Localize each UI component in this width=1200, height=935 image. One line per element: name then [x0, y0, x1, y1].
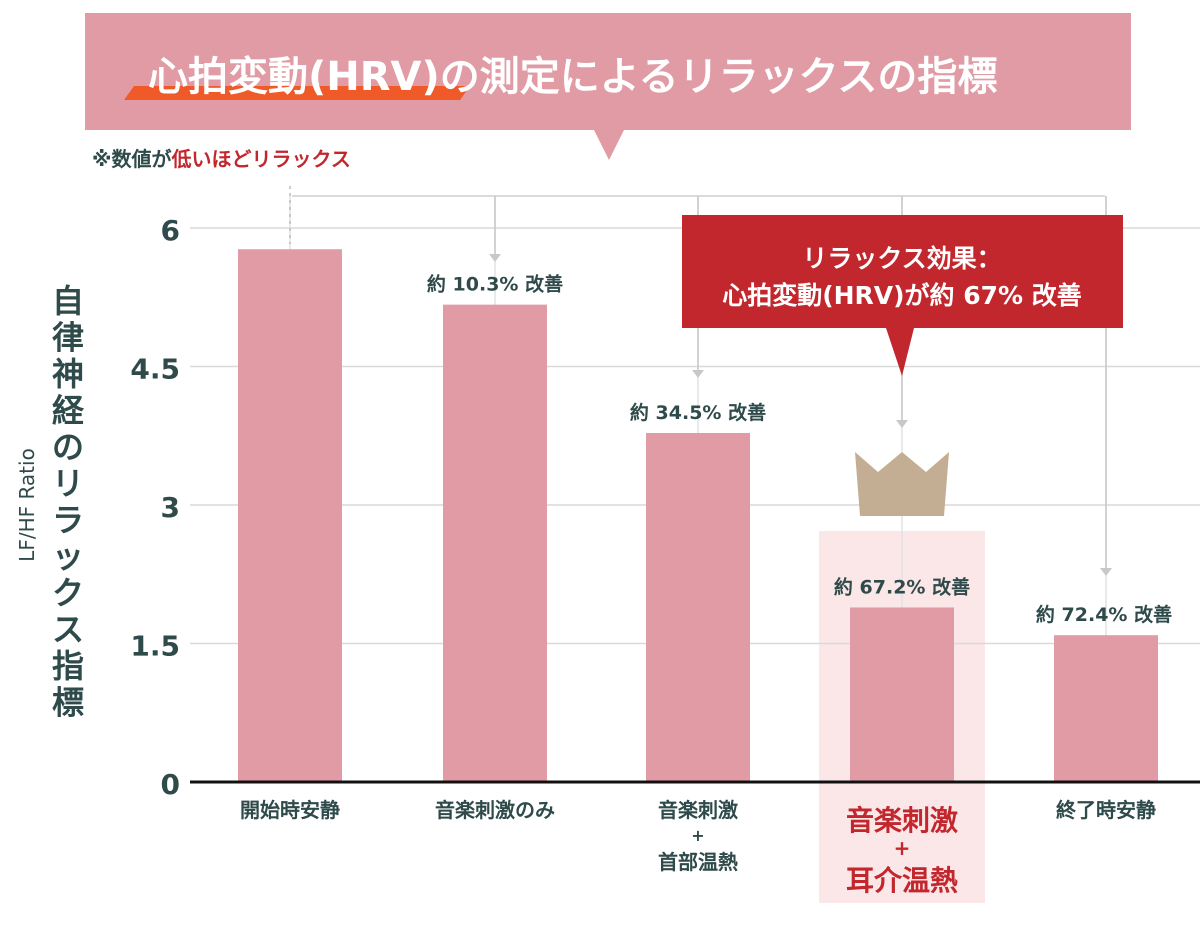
title-underline — [124, 86, 470, 100]
data-label: 約 34.5% 改善 — [630, 401, 766, 424]
data-label: 約 10.3% 改善 — [427, 273, 563, 296]
title-band — [85, 13, 1131, 130]
note-highlight: 低いほどリラックス — [170, 147, 350, 171]
arrow-icon — [692, 370, 704, 378]
x-tick-label: 耳介温熱 — [846, 864, 958, 897]
data-label: 約 67.2% 改善 — [834, 575, 970, 598]
callout-box — [682, 215, 1123, 328]
data-label: 約 72.4% 改善 — [1036, 603, 1172, 626]
y-tick-label: 4.5 — [130, 353, 180, 386]
x-tick-label: 終了時安静 — [1056, 798, 1156, 822]
note-prefix: ※数値が — [92, 147, 171, 171]
note-text: ※数値が低いほどリラックス — [92, 147, 351, 171]
x-tick-label: 首部温熱 — [658, 850, 738, 874]
bar — [850, 607, 954, 782]
title-pointer — [594, 130, 624, 160]
y-tick-label: 3 — [161, 491, 180, 524]
callout-pointer — [886, 328, 914, 376]
y-tick-label: 6 — [161, 214, 180, 247]
y-axis-label-en: LF/HF Ratio — [15, 448, 39, 562]
x-tick-label: + — [691, 826, 704, 845]
x-tick-label: + — [894, 836, 911, 860]
bar — [238, 249, 342, 782]
bar — [443, 304, 547, 782]
chart-title: 心拍変動(HRV)の測定によるリラックスの指標 — [148, 54, 997, 100]
crown-icon — [855, 452, 949, 516]
callout-line1: リラックス効果： — [802, 244, 1001, 273]
y-tick-label: 1.5 — [130, 630, 180, 663]
x-tick-label: 音楽刺激のみ — [435, 798, 555, 822]
x-tick-label: 音楽刺激 — [846, 804, 958, 837]
arrow-icon — [489, 254, 501, 262]
y-tick-label: 0 — [161, 768, 180, 801]
y-axis-label: 自律神経のリラックス指標 — [52, 282, 85, 722]
x-tick-label: 音楽刺激 — [658, 798, 738, 822]
callout-line2: 心拍変動(HRV)が約 67% 改善 — [722, 281, 1082, 310]
bar — [646, 432, 750, 782]
arrow-icon — [896, 420, 908, 428]
bar — [1054, 635, 1158, 782]
x-tick-label: 開始時安静 — [240, 798, 340, 822]
arrow-icon — [1100, 568, 1112, 576]
